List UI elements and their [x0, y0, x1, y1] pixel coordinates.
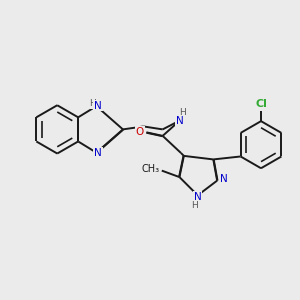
Text: H: H: [89, 99, 96, 108]
Text: H: H: [191, 201, 198, 210]
Text: N: N: [220, 174, 227, 184]
Text: N: N: [94, 100, 102, 110]
Text: N: N: [176, 116, 184, 126]
Text: CH₃: CH₃: [141, 164, 159, 174]
Text: H: H: [179, 108, 185, 117]
Text: N: N: [194, 192, 202, 202]
Text: Cl: Cl: [256, 99, 268, 110]
Text: O: O: [136, 127, 144, 137]
Text: N: N: [94, 148, 102, 158]
